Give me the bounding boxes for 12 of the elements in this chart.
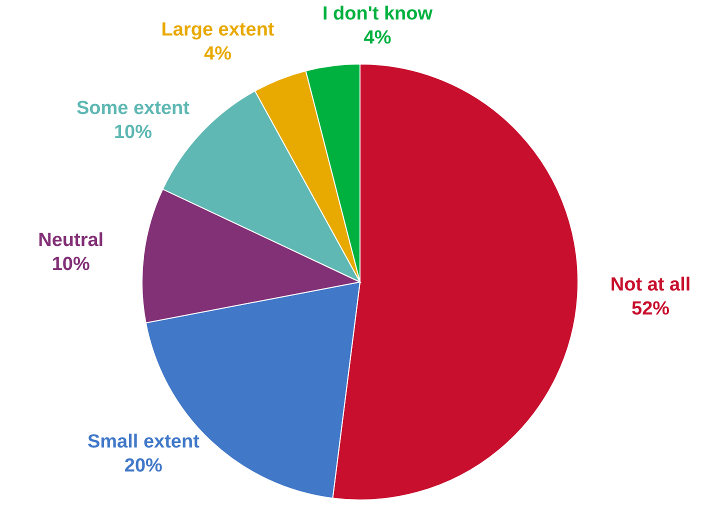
data-label: 10%: [114, 122, 152, 143]
data-label: 4%: [364, 28, 392, 49]
slice-label: Neutral: [38, 230, 104, 251]
data-label: 20%: [124, 456, 163, 477]
slice-label: Not at all: [610, 274, 691, 296]
slice-label: Small extent: [87, 432, 200, 453]
slice-label: Large extent: [161, 20, 275, 41]
data-label: 4%: [204, 44, 232, 65]
data-label: 52%: [632, 298, 670, 320]
slice-label: I don't know: [322, 4, 433, 25]
slice-label: Some extent: [76, 98, 190, 119]
data-label: 10%: [52, 254, 90, 275]
